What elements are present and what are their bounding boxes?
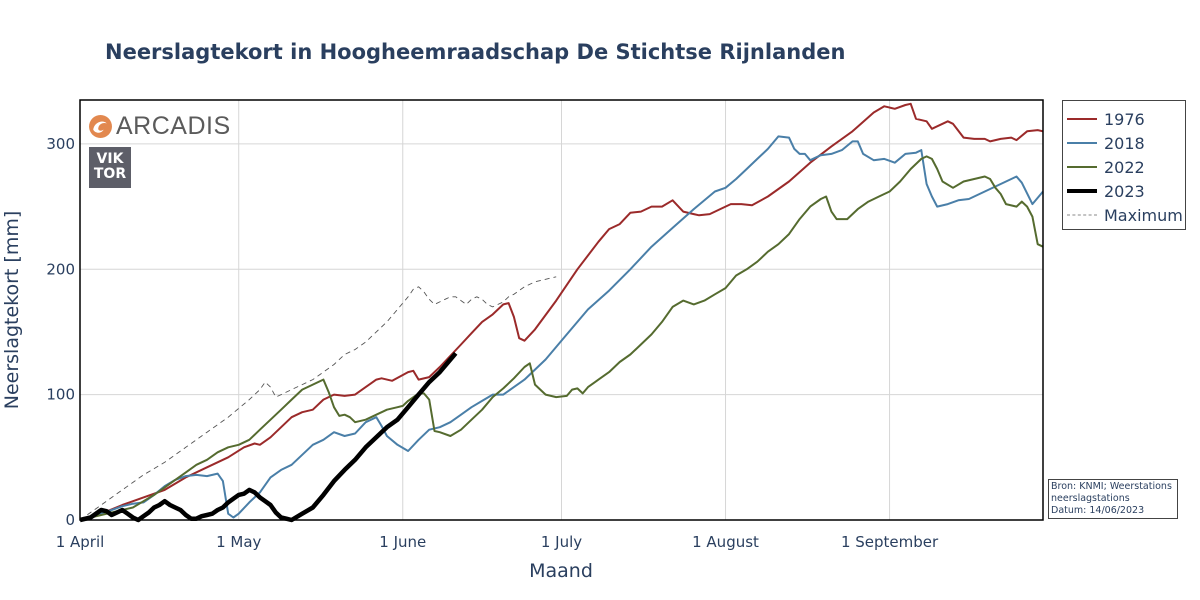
legend-swatch-2018 xyxy=(1067,136,1097,150)
legend-item-2022[interactable]: 2022 xyxy=(1063,155,1185,179)
source-date: Datum: 14/06/2023 xyxy=(1051,505,1145,516)
x-tick-labels: 1 April 1 May 1 June 1 July 1 August 1 Septem… xyxy=(56,533,939,551)
source-line-1: Bron: KNMI; Weerstations xyxy=(1051,481,1172,492)
y-tick-labels: 0 100 200 300 xyxy=(46,135,75,529)
source-line-2: neerslagstations xyxy=(1051,493,1130,504)
viktor-logo: VIK TOR xyxy=(89,147,131,188)
legend-swatch-2023 xyxy=(1067,184,1097,198)
legend-swatch-2022 xyxy=(1067,160,1097,174)
x-axis-title: Maand xyxy=(529,560,593,582)
arcadis-logo: ARCADIS xyxy=(88,112,231,141)
x-tick-label: 1 July xyxy=(541,533,582,551)
viktor-line-1: VIK xyxy=(96,151,124,167)
x-tick-label: 1 August xyxy=(692,533,759,551)
chart-title: Neerslagtekort in Hoogheemraadschap De S… xyxy=(105,40,846,64)
y-tick-label: 100 xyxy=(46,386,75,404)
chart-legend: 1976 2018 2022 2023 Maximum xyxy=(1062,100,1186,230)
legend-label: 2018 xyxy=(1104,133,1145,153)
y-tick-label: 300 xyxy=(46,135,75,153)
legend-item-maximum[interactable]: Maximum xyxy=(1063,203,1185,227)
x-tick-label: 1 May xyxy=(216,533,261,551)
arcadis-wordmark: ARCADIS xyxy=(116,112,231,140)
plot-frame xyxy=(79,99,1044,521)
series-line-2022 xyxy=(79,155,1044,521)
legend-label: 2022 xyxy=(1104,157,1145,177)
series-line-1976 xyxy=(79,102,1044,521)
y-axis-title: Neerslagtekort [mm] xyxy=(1,211,23,410)
grid-lines xyxy=(79,100,1043,520)
series-line-maximum xyxy=(79,276,557,521)
y-tick-label: 0 xyxy=(65,511,75,529)
arcadis-mark-icon xyxy=(89,115,112,138)
series-line-2018 xyxy=(79,135,1044,521)
x-tick-label: 1 September xyxy=(841,533,939,551)
legend-label: 1976 xyxy=(1104,109,1145,129)
legend-label: Maximum xyxy=(1104,205,1183,225)
legend-label: 2023 xyxy=(1104,181,1145,201)
legend-swatch-1976 xyxy=(1067,112,1097,126)
source-box: Bron: KNMI; Weerstations neerslagstation… xyxy=(1048,479,1178,519)
legend-item-2023[interactable]: 2023 xyxy=(1063,179,1185,203)
y-tick-label: 200 xyxy=(46,260,75,278)
legend-swatch-maximum xyxy=(1067,208,1097,222)
x-tick-label: 1 April xyxy=(56,533,105,551)
viktor-line-2: TOR xyxy=(93,166,127,182)
legend-item-1976[interactable]: 1976 xyxy=(1063,107,1185,131)
x-tick-label: 1 June xyxy=(379,533,426,551)
legend-item-2018[interactable]: 2018 xyxy=(1063,131,1185,155)
